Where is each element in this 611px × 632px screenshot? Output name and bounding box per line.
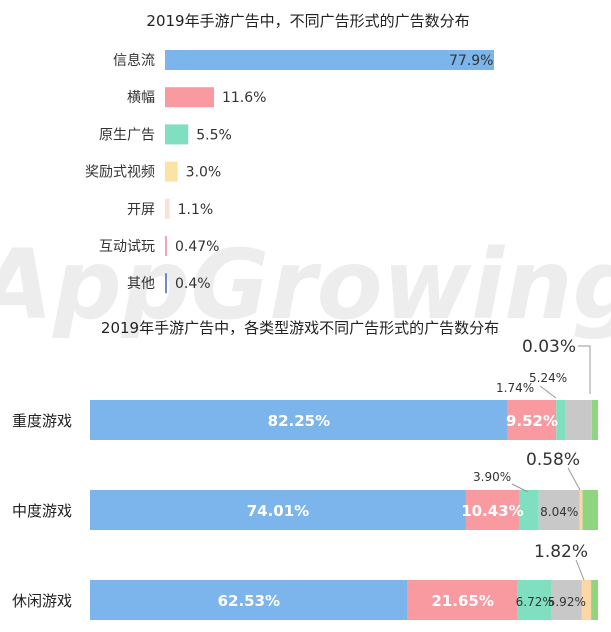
bar-segment [90,400,508,440]
bar [165,198,170,219]
bar-segment [518,490,539,530]
chart2-title: 2019年手游广告中，各类型游戏不同广告形式的广告数分布 [101,319,499,337]
bar-segment [538,490,580,530]
category-label: 重度游戏 [12,412,72,430]
leader-line [511,483,529,493]
leader-line [567,467,581,491]
data-label: 0.03% [522,337,576,357]
category-label: 其他 [127,276,155,292]
data-label: 1.82% [534,542,588,562]
category-label: 横幅 [127,90,155,106]
data-label: 1.1% [178,202,214,218]
data-label: 62.53% [218,592,280,610]
category-label: 中度游戏 [12,502,72,520]
data-label: 0.47% [175,239,219,255]
data-label: 3.0% [186,165,222,181]
category-label: 信息流 [113,52,155,69]
bar [165,87,214,108]
data-label: 21.65% [431,592,493,610]
watermark-logo: AppGrowing [0,229,611,341]
bar-segment [581,580,592,620]
data-label: 9.52% [506,412,558,430]
bar [165,273,167,294]
data-label: 10.43% [461,502,523,520]
leader-line [539,385,557,399]
data-label: 8.04% [540,505,578,519]
bar-segment [90,580,408,620]
bar-segment [407,580,518,620]
data-label: 5.24% [529,371,567,385]
bar-segment [556,400,566,440]
category-label: 奖励式视频 [85,164,155,181]
bar-segment [591,400,598,440]
bar-segment [465,490,519,530]
bar-segment [591,580,598,620]
data-label: 5.92% [548,595,586,609]
data-label: 82.25% [268,412,330,430]
game-type-ad-format-chart: 2019年手游广告中，各类型游戏不同广告形式的广告数分布 重度游戏中度游戏休闲游… [12,319,598,620]
data-label: 74.01% [247,502,309,520]
data-label: 1.74% [496,381,534,395]
data-label: 0.4% [175,276,211,292]
data-label: 77.9% [449,53,493,69]
bar-segment [565,400,592,440]
bar-segment [507,400,557,440]
category-label: 互动试玩 [99,239,155,255]
data-label: 5.5% [196,127,232,143]
data-label: 6.72% [516,595,554,609]
data-label: 3.90% [473,470,511,484]
category-label: 开屏 [127,202,155,218]
leader-line [575,559,585,581]
bar [165,236,167,256]
bar-segment [579,490,583,530]
bar-segment [90,490,466,530]
bar-segment [582,490,598,530]
leader-line [578,345,591,394]
bar [165,161,178,182]
bar [165,50,494,70]
category-label: 休闲游戏 [12,592,72,610]
bar-segment [517,580,552,620]
bar-segment [551,580,582,620]
ad-format-distribution-chart: 2019年手游广告中，不同广告形式的广告数分布 信息流横幅原生广告奖励式视频开屏… [85,12,494,294]
data-label: 11.6% [222,90,266,106]
bar [165,124,189,145]
data-label: 0.58% [526,450,580,470]
category-label: 原生广告 [99,127,155,143]
chart1-title: 2019年手游广告中，不同广告形式的广告数分布 [146,12,469,30]
